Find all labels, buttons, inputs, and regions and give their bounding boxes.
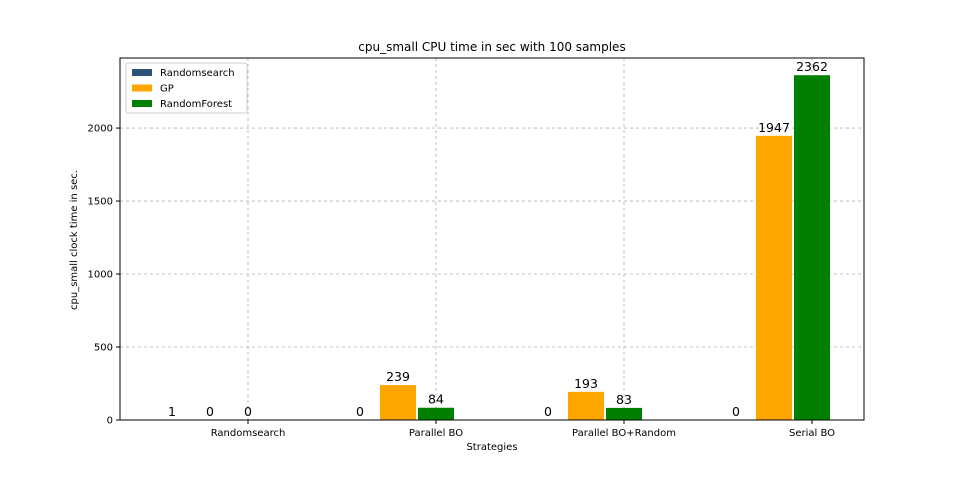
- y-tick-label-3: 1500: [88, 197, 113, 208]
- y-tick-label-1: 500: [94, 343, 113, 354]
- data-labels: 1 0 0 0 239 84 0 193 83 0 1947 2362: [168, 59, 828, 419]
- bar-gp-1: [380, 385, 416, 420]
- data-label-gp-2: 193: [574, 376, 598, 391]
- x-axis-label: Strategies: [466, 442, 517, 453]
- legend-label-0: Randomsearch: [160, 68, 235, 79]
- x-tick-label-2: Parallel BO+Random: [572, 428, 676, 439]
- data-label-gp-0: 0: [206, 404, 214, 419]
- legend-box: [125, 62, 248, 114]
- y-tick-label-2: 1000: [88, 270, 113, 281]
- y-axis-ticks: 0 500 1000 1500 2000: [88, 124, 120, 427]
- data-label-gp-1: 239: [386, 369, 410, 384]
- bars: [380, 75, 830, 421]
- x-tick-label-3: Serial BO: [789, 428, 835, 439]
- legend-swatch-1: [132, 84, 152, 92]
- legend-label-2: RandomForest: [160, 99, 232, 110]
- data-label-randomforest-3: 2362: [796, 59, 828, 74]
- bar-gp-2: [568, 391, 604, 420]
- y-tick-label-0: 0: [107, 416, 113, 427]
- x-axis-ticks: Randomsearch Parallel BO Parallel BO+Rando…: [211, 420, 835, 439]
- data-label-randomforest-0: 0: [244, 404, 252, 419]
- grid: [120, 58, 864, 420]
- bar-randomforest-2: [606, 407, 642, 420]
- bar-gp-3: [756, 135, 792, 420]
- data-label-gp-3: 1947: [758, 120, 790, 135]
- data-label-randomsearch-3: 0: [732, 404, 740, 419]
- bar-randomforest-3: [794, 75, 830, 421]
- y-tick-label-4: 2000: [88, 124, 113, 135]
- legend-swatch-0: [132, 69, 152, 76]
- legend-swatch-2: [132, 100, 152, 107]
- legend: Randomsearch GP RandomForest: [125, 62, 248, 114]
- x-tick-label-0: Randomsearch: [211, 428, 286, 439]
- bar-randomforest-1: [418, 407, 454, 420]
- plot-area-frame: [119, 57, 865, 421]
- data-label-randomsearch-2: 0: [544, 404, 552, 419]
- chart-title: cpu_small CPU time in sec with 100 sampl…: [358, 40, 625, 54]
- data-label-randomforest-1: 84: [428, 392, 444, 407]
- legend-label-1: GP: [160, 84, 174, 95]
- data-label-randomsearch-0: 1: [168, 404, 176, 419]
- y-axis-label: cpu_small clock time in sec.: [69, 170, 80, 310]
- data-label-randomforest-2: 83: [616, 392, 632, 407]
- data-label-randomsearch-1: 0: [356, 404, 364, 419]
- x-tick-label-1: Parallel BO: [409, 428, 463, 439]
